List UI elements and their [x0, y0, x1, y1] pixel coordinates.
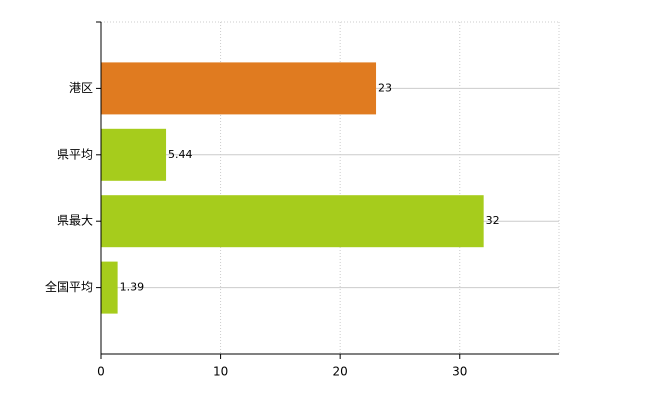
x-tick-label: 30	[452, 365, 467, 379]
y-tick-label: 県平均	[57, 147, 93, 161]
data-label: 23	[378, 81, 392, 94]
y-tick-label: 全国平均	[45, 279, 93, 294]
y-tick-label: 県最大	[57, 214, 93, 228]
x-tick-label: 20	[333, 365, 348, 379]
y-tick-label: 港区	[69, 81, 93, 95]
x-tick-label: 10	[213, 365, 228, 379]
data-label: 5.44	[168, 148, 193, 161]
bar	[101, 128, 167, 181]
x-tick-label: 0	[97, 365, 105, 379]
bar	[101, 195, 484, 248]
data-label: 1.39	[120, 281, 145, 294]
bar	[101, 62, 377, 115]
data-label: 32	[486, 214, 500, 227]
bar	[101, 261, 118, 314]
